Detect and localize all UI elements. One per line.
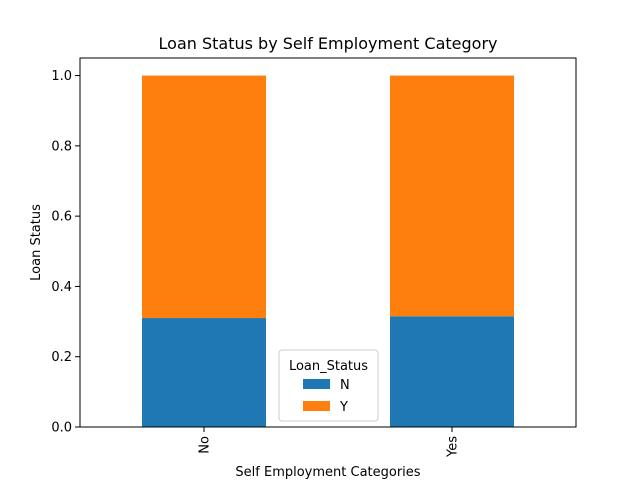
chart-title: Loan Status by Self Employment Category (159, 34, 498, 53)
x-tick-label: No (198, 436, 213, 454)
plot-frame (79, 57, 577, 428)
bar-y-yes (390, 75, 514, 317)
y-tick-label: 1.0 (51, 69, 72, 84)
y-tick-label: 0.4 (51, 280, 72, 295)
y-tick-label: 0.0 (51, 421, 72, 436)
bar-n-yes (390, 316, 514, 427)
y-axis: 0.0 0.2 0.4 0.6 0.8 1.0 (51, 69, 80, 436)
legend-swatch-y (303, 401, 330, 411)
y-tick-label: 0.8 (51, 139, 72, 154)
x-tick-label: Yes (446, 436, 461, 458)
y-tick-label: 0.2 (51, 350, 72, 365)
legend-label-y: Y (339, 400, 348, 415)
bars-group (142, 75, 514, 427)
legend-swatch-n (303, 379, 330, 389)
bar-n-no (142, 318, 266, 427)
x-axis-label: Self Employment Categories (235, 465, 420, 480)
x-axis: No Yes (198, 427, 461, 458)
legend-title: Loan_Status (289, 359, 368, 374)
bar-y-no (142, 75, 266, 319)
legend: Loan_Status N Y (278, 349, 379, 422)
legend-label-n: N (340, 378, 350, 393)
y-axis-label: Loan Status (29, 204, 44, 281)
y-tick-label: 0.6 (51, 210, 72, 225)
